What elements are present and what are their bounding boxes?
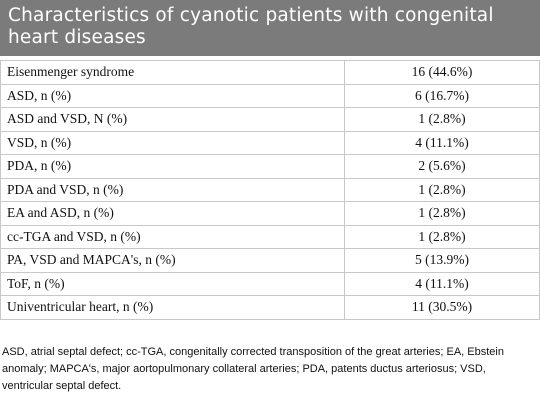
row-label: Univentricular heart, n (%) [0, 295, 345, 320]
row-value: 4 (11.1%) [344, 271, 540, 296]
table-row: PDA and VSD, n (%) 1 (2.8%) [0, 177, 540, 202]
table-row: ASD and VSD, N (%) 1 (2.8%) [0, 107, 540, 132]
table-row: cc-TGA and VSD, n (%) 1 (2.8%) [0, 224, 540, 249]
table-row: ToF, n (%) 4 (11.1%) [0, 271, 540, 296]
row-label: PA, VSD and MAPCA's, n (%) [0, 248, 345, 273]
row-value: 5 (13.9%) [344, 248, 540, 273]
row-label: PDA and VSD, n (%) [0, 177, 345, 202]
row-value: 1 (2.8%) [344, 107, 540, 132]
table: Eisenmenger syndrome 16 (44.6%) ASD, n (%)… [0, 60, 540, 320]
row-value: 4 (11.1%) [344, 130, 540, 155]
table-row: Univentricular heart, n (%) 11 (30.5%) [0, 295, 540, 320]
row-value: 6 (16.7%) [344, 83, 540, 108]
row-label: ToF, n (%) [0, 271, 345, 296]
row-label: PDA, n (%) [0, 154, 345, 179]
table-row: EA and ASD, n (%) 1 (2.8%) [0, 201, 540, 226]
row-label: ASD and VSD, N (%) [0, 107, 345, 132]
table-body: Eisenmenger syndrome 16 (44.6%) ASD, n (%)… [0, 60, 540, 320]
row-label: VSD, n (%) [0, 130, 345, 155]
row-label: EA and ASD, n (%) [0, 201, 345, 226]
row-label: ASD, n (%) [0, 83, 345, 108]
row-value: 1 (2.8%) [344, 177, 540, 202]
row-value: 11 (30.5%) [344, 295, 540, 320]
table-title: Characteristics of cyanotic patients wit… [0, 0, 540, 56]
row-label: Eisenmenger syndrome [0, 60, 345, 85]
table-row: VSD, n (%) 4 (11.1%) [0, 130, 540, 155]
row-label: cc-TGA and VSD, n (%) [0, 224, 345, 249]
table-row: PA, VSD and MAPCA's, n (%) 5 (13.9%) [0, 248, 540, 273]
row-value: 1 (2.8%) [344, 224, 540, 249]
row-value: 16 (44.6%) [344, 60, 540, 85]
footnote: ASD, atrial septal defect; cc-TGA, conge… [2, 346, 504, 392]
table-row: ASD, n (%) 6 (16.7%) [0, 83, 540, 108]
table-row: Eisenmenger syndrome 16 (44.6%) [0, 60, 540, 85]
table-row: PDA, n (%) 2 (5.6%) [0, 154, 540, 179]
row-value: 2 (5.6%) [344, 154, 540, 179]
row-value: 1 (2.8%) [344, 201, 540, 226]
